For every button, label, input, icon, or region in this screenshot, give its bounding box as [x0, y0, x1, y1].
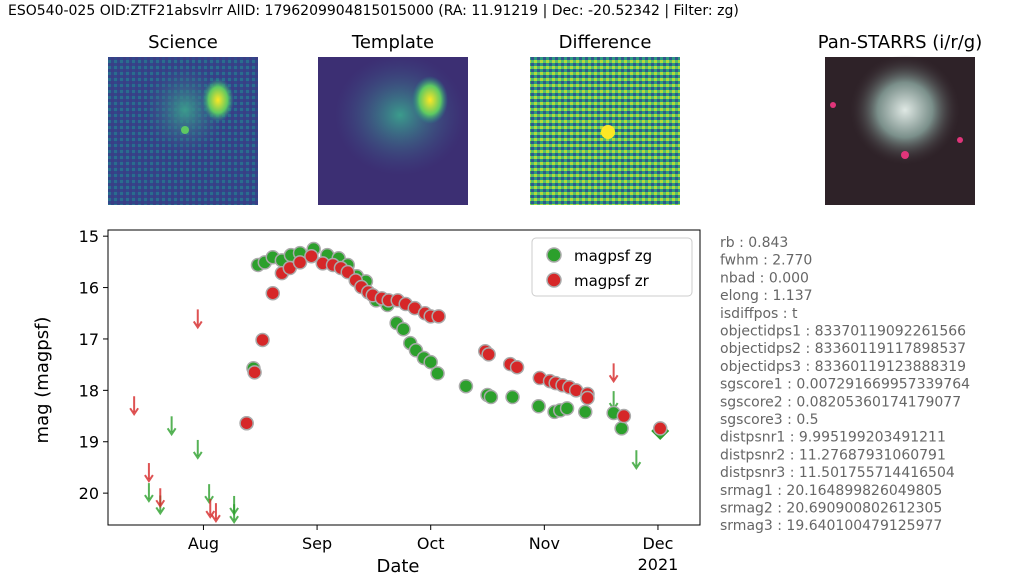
info-line: srmag1 : 20.164899826049805 — [720, 483, 942, 499]
y-axis-label: mag (magpsf) — [32, 317, 53, 444]
legend-marker — [546, 247, 562, 263]
template-image — [318, 55, 468, 205]
info-line: nbad : 0.000 — [720, 270, 809, 286]
data-point — [481, 347, 496, 362]
arrow-head — [144, 474, 154, 483]
data-point — [304, 248, 319, 264]
upper-limit — [204, 484, 214, 504]
legend-marker — [546, 272, 562, 288]
info-line: objectidps1 : 83370119092261566 — [720, 324, 966, 340]
data-point — [577, 404, 593, 420]
data-point — [509, 359, 525, 375]
panstarrs-image — [825, 55, 975, 205]
legend-label: magpsf zg — [574, 247, 652, 265]
info-line: distpsnr2 : 11.27687931060791 — [720, 447, 946, 463]
y-tick-label: 20 — [79, 484, 99, 503]
data-point — [531, 399, 546, 414]
image-label: Science — [148, 32, 218, 53]
x-tick-label: Sep — [302, 534, 332, 553]
image-label: Template — [351, 32, 434, 53]
info-line: sgscore1 : 0.007291669957339764 — [720, 377, 970, 393]
data-point — [247, 365, 262, 380]
upper-limit — [144, 483, 154, 503]
info-line: distpsnr3 : 11.501755714416504 — [720, 465, 955, 481]
arrow-head — [204, 495, 214, 504]
data-point — [423, 354, 438, 370]
data-point — [430, 366, 445, 381]
info-line: objectidps2 : 83360119117898537 — [720, 341, 966, 357]
info-line: isdiffpos : t — [720, 306, 798, 322]
legend-label: magpsf zr — [574, 272, 650, 290]
legend-box — [531, 237, 693, 297]
arrow-head — [144, 494, 154, 503]
data-point — [580, 390, 595, 406]
upper-limit — [192, 439, 203, 460]
data-point — [614, 421, 629, 436]
y-tick-label: 15 — [79, 227, 99, 246]
info-line: sgscore2 : 0.08205360174179077 — [720, 394, 961, 410]
y-tick-label: 17 — [79, 330, 99, 349]
y-tick-label: 16 — [79, 279, 99, 298]
y-tick-label: 18 — [79, 381, 99, 400]
upper-limit — [155, 488, 166, 509]
image-label: Pan-STARRS (i/r/g) — [818, 32, 982, 53]
info-line: rb : 0.843 — [720, 235, 788, 251]
upper-limit — [166, 416, 177, 437]
x-axis-label: Date — [376, 556, 419, 577]
arrow-head — [155, 506, 166, 516]
y-tick-label: 19 — [79, 433, 99, 452]
upper-limit — [192, 309, 203, 330]
data-point — [458, 378, 474, 394]
difference-image — [530, 57, 680, 205]
data-point — [265, 285, 281, 301]
data-point — [505, 389, 520, 405]
x-tick-label: Nov — [529, 534, 560, 553]
x-tick-label: Aug — [188, 534, 219, 553]
upper-limit — [211, 503, 221, 523]
arrow-head — [166, 427, 177, 437]
info-line: distpsnr1 : 9.995199203491211 — [720, 430, 946, 446]
x-tick-label: Dec — [642, 534, 673, 553]
title: ESO540-025 OID:ZTF21absvlrr AlID: 179620… — [8, 3, 739, 19]
upper-limit — [631, 450, 642, 471]
upper-limit — [129, 396, 139, 417]
arrow-head — [229, 515, 239, 524]
arrow-head — [608, 374, 619, 384]
upper-limit — [205, 499, 216, 519]
data-point — [483, 389, 499, 405]
arrow-head — [192, 451, 203, 460]
info-line: srmag2 : 20.690900802612305 — [720, 501, 942, 517]
science-image — [108, 57, 258, 205]
arrow-head — [205, 510, 216, 519]
arrow-head — [631, 461, 642, 471]
x-tick-label: Oct — [417, 534, 445, 553]
info-line: elong : 1.137 — [720, 288, 813, 304]
data-point — [292, 255, 308, 270]
data-point — [652, 421, 668, 436]
info-line: fwhm : 2.770 — [720, 253, 812, 269]
info-line: objectidps3 : 83360119123888319 — [720, 359, 966, 375]
upper-limit — [144, 463, 154, 483]
arrow-head — [211, 514, 221, 523]
arrow-head — [155, 499, 166, 509]
info-line: sgscore3 : 0.5 — [720, 412, 819, 428]
plot-frame — [107, 229, 701, 526]
image-label: Difference — [559, 32, 652, 53]
upper-limit — [229, 504, 239, 524]
data-point — [255, 332, 270, 348]
data-point — [396, 321, 411, 337]
arrow-head — [192, 320, 203, 330]
info-line: srmag3 : 19.640100479125977 — [720, 518, 942, 534]
arrow-head — [129, 407, 139, 417]
data-point — [239, 415, 254, 431]
data-point — [431, 309, 446, 324]
x-year-label: 2021 — [638, 555, 679, 574]
data-point — [616, 408, 632, 424]
upper-limit — [608, 363, 619, 384]
data-point — [559, 401, 575, 416]
